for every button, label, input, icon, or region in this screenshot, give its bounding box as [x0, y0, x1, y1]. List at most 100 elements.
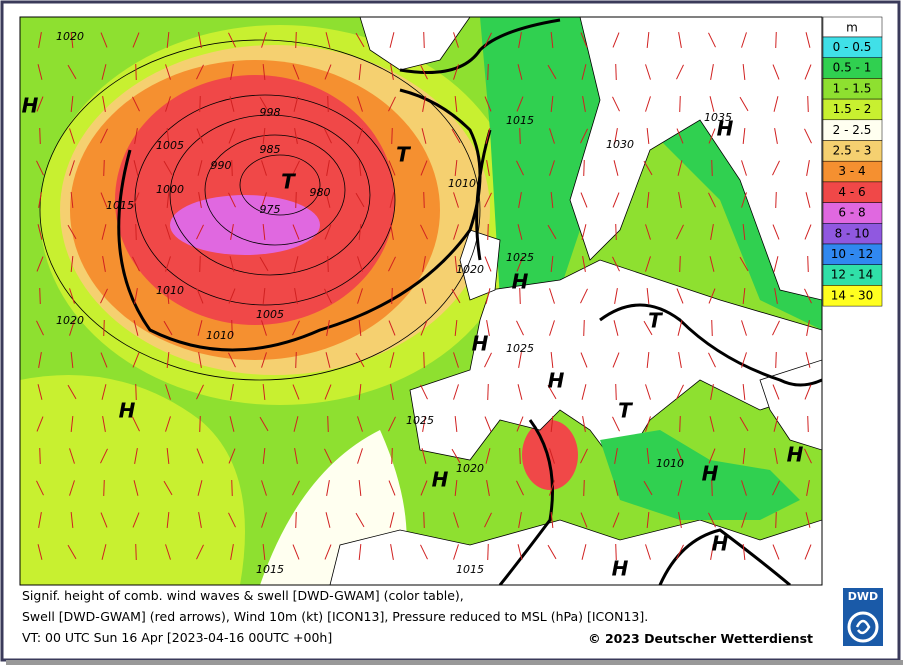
arrow	[102, 96, 106, 112]
arrow	[516, 96, 524, 112]
arrow	[549, 160, 555, 176]
isobars	[117, 18, 822, 585]
arrow	[390, 384, 394, 400]
arrow	[165, 224, 171, 240]
arrow	[358, 543, 362, 561]
arrow	[487, 63, 489, 81]
system-label: H	[787, 443, 804, 467]
arrow	[677, 320, 683, 336]
arrow	[580, 32, 588, 48]
arrow	[806, 320, 810, 336]
arrow	[484, 416, 492, 432]
pressure-label: 1010	[656, 457, 684, 470]
arrow	[582, 416, 586, 432]
arrow	[516, 416, 524, 432]
arrow	[357, 416, 363, 432]
arrow	[547, 544, 557, 560]
arrow	[454, 159, 458, 177]
arrow	[294, 128, 298, 144]
arrow	[292, 224, 300, 240]
arrow	[261, 352, 267, 368]
arrow	[804, 128, 812, 144]
arrow	[711, 159, 713, 177]
arrow	[807, 95, 809, 113]
arrow	[292, 160, 300, 176]
arrow	[198, 192, 202, 208]
arrow	[133, 320, 139, 336]
arrow	[454, 319, 458, 337]
arrow	[261, 192, 267, 208]
arrow	[517, 544, 523, 560]
arrow	[742, 447, 746, 465]
arrow	[422, 416, 426, 432]
arrow	[486, 480, 490, 496]
arrow	[772, 64, 780, 80]
arrow	[772, 384, 780, 400]
arrow	[197, 160, 203, 176]
arrow	[70, 351, 74, 369]
arrow	[612, 256, 620, 272]
arrow	[102, 256, 106, 272]
arrow	[67, 64, 77, 80]
arrow	[678, 512, 682, 528]
legend-label: 8 - 10	[835, 226, 870, 240]
map-border	[19, 16, 823, 586]
pressure-label: 1025	[406, 414, 434, 427]
isobar	[204, 134, 346, 246]
arrow	[516, 160, 524, 176]
arrow	[230, 224, 234, 240]
arrow	[230, 544, 234, 560]
arrow	[389, 352, 395, 368]
arrow	[292, 64, 300, 80]
arrow	[615, 543, 617, 561]
pressure-labels: 1020 998 1005 990 985 980 1000 1015 975 1010 1005 1…	[56, 30, 732, 576]
arrow	[421, 128, 427, 144]
arrow	[423, 511, 425, 529]
arrow	[646, 447, 650, 465]
arrow	[711, 479, 713, 497]
arrow	[390, 544, 394, 560]
logo: DWD	[843, 588, 883, 646]
arrow	[708, 192, 716, 208]
arrow	[516, 480, 524, 496]
arrow	[742, 223, 746, 241]
arrow	[165, 416, 171, 432]
system-label: H	[432, 468, 449, 492]
arrow	[37, 224, 43, 240]
arrow	[132, 256, 140, 272]
arrow	[166, 287, 170, 305]
arrow	[612, 416, 620, 432]
arrow	[742, 127, 746, 145]
arrow	[135, 383, 137, 401]
arrow	[388, 160, 396, 176]
arrow	[325, 32, 331, 48]
arrow	[231, 319, 233, 337]
arrow	[774, 448, 778, 464]
arrow	[229, 256, 235, 272]
arrow	[70, 511, 74, 529]
arrow	[549, 288, 555, 304]
arrow	[454, 95, 458, 113]
legend-label: 4 - 6	[838, 185, 865, 199]
legend-label: 12 - 14	[831, 268, 874, 282]
arrow	[775, 31, 777, 49]
arrow	[101, 384, 107, 400]
arrow	[36, 320, 44, 336]
isobar	[475, 129, 492, 261]
legend-label: 1.5 - 2	[833, 102, 872, 116]
logo-box	[843, 588, 883, 646]
arrow	[36, 96, 44, 112]
arrow	[646, 511, 650, 529]
pressure-label: 1010	[448, 177, 476, 190]
arrow	[196, 448, 204, 464]
isobar	[39, 39, 481, 381]
arrow	[423, 191, 425, 209]
swell-arrows	[36, 31, 812, 561]
arrow	[708, 32, 716, 48]
system-label: H	[119, 399, 136, 423]
arrow	[676, 448, 684, 464]
arrow	[583, 159, 585, 177]
arrow	[292, 544, 300, 560]
arrow	[678, 32, 682, 48]
arrow	[390, 64, 394, 80]
